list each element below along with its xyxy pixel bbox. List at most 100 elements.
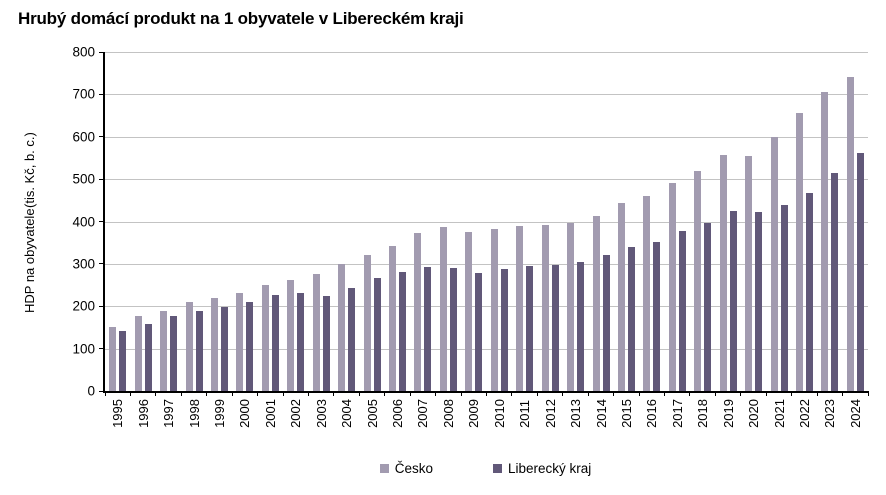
x-axis-tick-13	[435, 391, 437, 396]
gridline-400	[105, 221, 868, 223]
x-label-cell-2008: 2008	[436, 399, 461, 428]
x-axis-tick-24	[714, 391, 716, 396]
x-axis-tick-14	[460, 391, 462, 396]
bar-libereck-kraj-1995	[119, 331, 127, 391]
x-label-cell-2020: 2020	[741, 399, 766, 428]
bar-libereck-kraj-2023	[831, 173, 839, 391]
x-label-cell-2004: 2004	[334, 399, 359, 428]
bar-libereck-kraj-2018	[704, 222, 712, 391]
x-label-cell-2005: 2005	[359, 399, 384, 428]
x-label-cell-2018: 2018	[690, 399, 715, 428]
x-axis-tick-3	[180, 391, 182, 396]
legend-label-libereck-kraj: Liberecký kraj	[507, 460, 592, 476]
bar-group-2007	[410, 52, 435, 391]
x-label-1999: 1999	[211, 399, 227, 428]
bar--esko-2004	[338, 263, 346, 391]
bar-group-2024	[843, 52, 868, 391]
y-axis-tick-200	[99, 305, 105, 307]
y-axis-tick-700	[99, 93, 105, 95]
bar-libereck-kraj-2004	[348, 288, 356, 391]
bar-libereck-kraj-1999	[220, 307, 228, 391]
x-label-cell-1999: 1999	[207, 399, 232, 428]
x-axis-tick-0	[104, 391, 106, 396]
bar--esko-2015	[617, 203, 625, 391]
bar--esko-2011	[516, 225, 524, 391]
bar-group-2016	[639, 52, 664, 391]
x-axis-tick-21	[638, 391, 640, 396]
bar-group-2004	[334, 52, 359, 391]
x-label-cell-2017: 2017	[665, 399, 690, 428]
x-label-2011: 2011	[517, 399, 533, 428]
x-axis-tick-25	[740, 391, 742, 396]
x-axis-tick-17	[536, 391, 538, 396]
x-label-2000: 2000	[237, 399, 253, 428]
y-axis-tick-600	[99, 136, 105, 138]
bar-libereck-kraj-2000	[246, 301, 254, 391]
x-axis-tick-9	[333, 391, 335, 396]
bar--esko-2006	[389, 246, 397, 391]
x-label-1995: 1995	[110, 399, 126, 428]
bar--esko-2020	[745, 155, 753, 391]
x-label-2016: 2016	[644, 399, 660, 428]
x-label-2020: 2020	[746, 399, 762, 428]
x-axis-tick-23	[689, 391, 691, 396]
bar-libereck-kraj-2014	[602, 254, 610, 391]
x-axis-tick-18	[562, 391, 564, 396]
bar-group-2008	[436, 52, 461, 391]
bar-libereck-kraj-2016	[653, 241, 661, 391]
x-label-2023: 2023	[822, 399, 838, 428]
bar--esko-2014	[592, 215, 600, 391]
bar--esko-2023	[821, 92, 829, 391]
x-label-cell-2024: 2024	[843, 399, 868, 428]
bar-libereck-kraj-2008	[449, 267, 457, 391]
bar--esko-2002	[287, 279, 295, 391]
x-axis-tick-1	[129, 391, 131, 396]
x-label-cell-1997: 1997	[156, 399, 181, 428]
x-label-cell-2006: 2006	[385, 399, 410, 428]
bar-libereck-kraj-1997	[170, 316, 178, 391]
x-label-cell-2001: 2001	[258, 399, 283, 428]
x-label-1997: 1997	[161, 399, 177, 428]
bar--esko-2013	[567, 222, 575, 391]
y-axis-tick-800	[99, 51, 105, 53]
legend: Česko Liberecký kraj	[103, 458, 868, 478]
bar-group-2018	[690, 52, 715, 391]
x-label-cell-2009: 2009	[461, 399, 486, 428]
bar-group-2020	[741, 52, 766, 391]
bar-libereck-kraj-2019	[729, 211, 737, 391]
x-label-cell-1998: 1998	[181, 399, 206, 428]
legend-swatch--esko	[379, 463, 389, 473]
x-axis-tick-2	[155, 391, 157, 396]
bar-libereck-kraj-2021	[780, 205, 788, 391]
bar-libereck-kraj-2022	[806, 193, 814, 391]
bar-group-2022	[792, 52, 817, 391]
bar--esko-2009	[465, 232, 473, 391]
bar--esko-1997	[160, 310, 168, 391]
legend-item-libereck-kraj: Liberecký kraj	[492, 460, 592, 476]
bar--esko-2005	[363, 255, 371, 391]
bar-group-2015	[614, 52, 639, 391]
x-axis-tick-19	[587, 391, 589, 396]
x-label-cell-1996: 1996	[130, 399, 155, 428]
x-label-cell-2011: 2011	[512, 399, 537, 428]
bar-group-1999	[207, 52, 232, 391]
bar--esko-2007	[414, 233, 422, 391]
x-axis-tick-12	[409, 391, 411, 396]
y-tick-label-600: 600	[72, 129, 95, 145]
bar-libereck-kraj-1996	[144, 323, 152, 391]
x-axis-labels: 1995 1996 1997 1998 1999 2000 2001 2002 2003 2004…	[105, 399, 868, 428]
x-label-2018: 2018	[695, 399, 711, 428]
x-label-cell-2000: 2000	[232, 399, 257, 428]
bar-libereck-kraj-1998	[195, 311, 203, 391]
x-axis-tick-6	[257, 391, 259, 396]
x-label-cell-2013: 2013	[563, 399, 588, 428]
x-label-2003: 2003	[313, 399, 329, 428]
x-axis-tick-28	[816, 391, 818, 396]
bar--esko-1999	[210, 298, 218, 391]
x-axis-tick-22	[664, 391, 666, 396]
x-axis-tick-16	[511, 391, 513, 396]
bar-group-1997	[156, 52, 181, 391]
bar-libereck-kraj-2011	[526, 265, 534, 391]
y-tick-label-700: 700	[72, 86, 95, 102]
bar-group-1995	[105, 52, 130, 391]
